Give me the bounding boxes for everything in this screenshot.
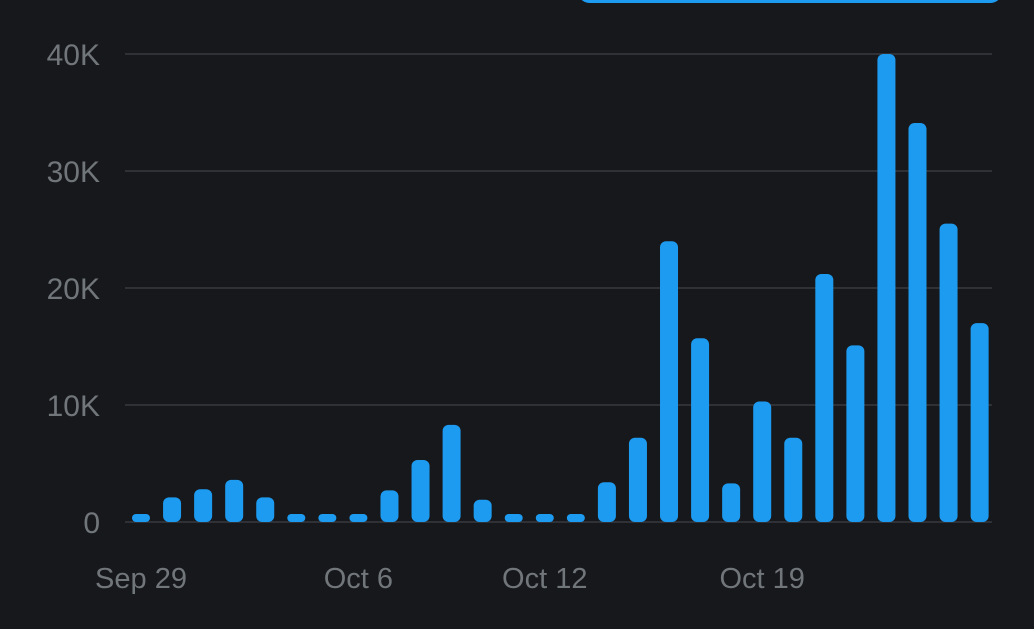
y-tick-label: 0 [83,507,100,540]
bar-oct-7[interactable] [380,490,399,522]
bar-oct-18[interactable] [722,483,741,522]
y-axis: 0 10K 20K 30K 40K [47,39,100,540]
bar-oct-26[interactable] [970,323,989,522]
bar-oct-6[interactable] [349,514,368,522]
bar-oct-4[interactable] [287,514,306,522]
x-tick-label: Oct 6 [324,563,393,595]
bar-oct-12[interactable] [535,514,554,522]
bar-oct-24[interactable] [908,123,927,522]
bar-oct-8[interactable] [411,459,430,522]
bar-series [132,54,989,522]
bar-oct-9[interactable] [442,424,461,522]
bar-sep-29[interactable] [132,514,150,522]
bar-oct-5[interactable] [318,514,337,522]
bar-oct-11[interactable] [504,514,523,522]
bar-oct-14[interactable] [597,482,616,522]
bar-oct-15[interactable] [628,437,647,522]
y-tick-label: 30K [47,156,100,189]
bar-oct-3[interactable] [256,497,275,522]
y-tick-label: 20K [47,273,100,306]
bar-oct-2[interactable] [225,479,244,522]
bar-oct-10[interactable] [473,499,492,522]
x-axis: Sep 29 Oct 6 Oct 12 Oct 19 [95,563,805,595]
bar-oct-1[interactable] [194,489,213,522]
x-tick-label: Oct 19 [719,563,804,595]
bar-oct-23[interactable] [877,54,896,522]
x-tick-label: Sep 29 [95,563,187,595]
y-tick-label: 40K [47,39,100,72]
top-button-edge[interactable] [578,0,1002,3]
bar-oct-21[interactable] [815,273,834,522]
bar-oct-16[interactable] [660,241,679,522]
y-tick-label: 10K [47,390,100,423]
x-tick-label: Oct 12 [502,563,587,595]
bar-oct-19[interactable] [753,401,772,522]
bar-oct-13[interactable] [566,514,585,522]
bar-sep-30[interactable] [163,497,182,522]
bar-oct-22[interactable] [846,345,865,522]
bar-oct-20[interactable] [784,437,803,522]
bar-oct-25[interactable] [939,223,958,522]
bar-oct-17[interactable] [691,338,710,522]
